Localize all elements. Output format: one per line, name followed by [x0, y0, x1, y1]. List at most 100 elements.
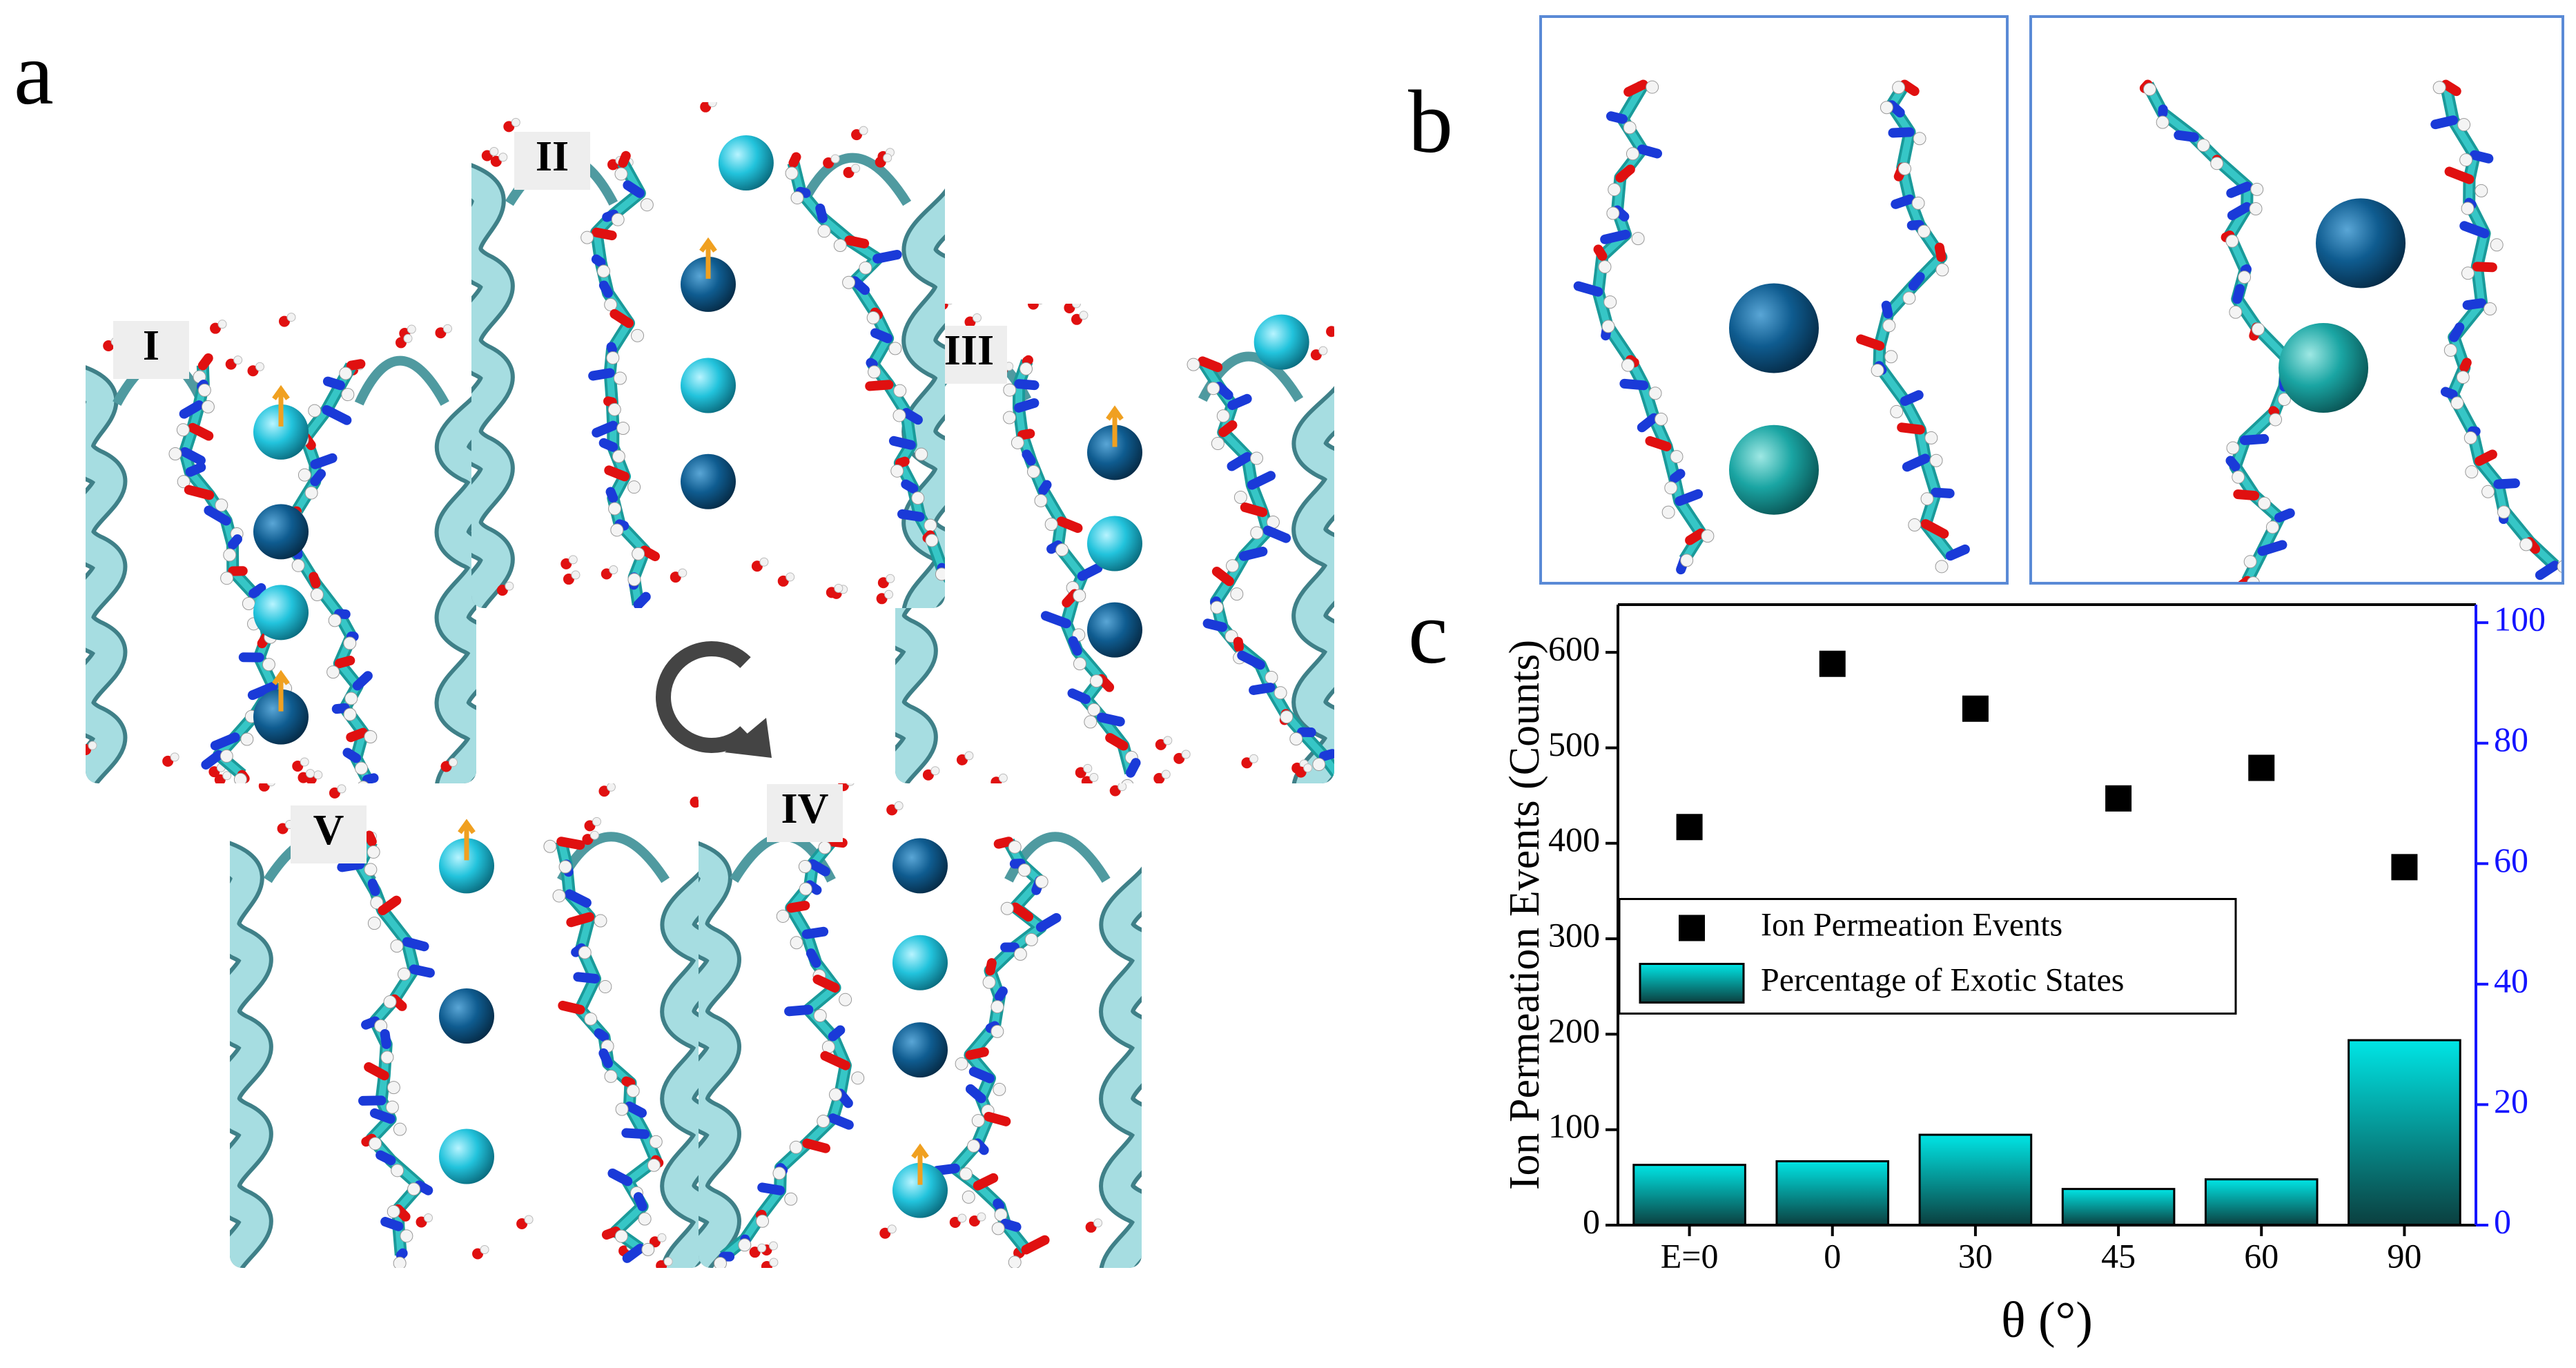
side-bond — [2464, 362, 2466, 367]
hydrogen — [327, 666, 340, 678]
hydrogen — [628, 574, 641, 586]
hydrogen — [2252, 323, 2265, 335]
side-bond — [1675, 473, 1681, 478]
hydrogen — [2143, 83, 2156, 95]
side-bond — [875, 333, 888, 339]
hydrogen — [1290, 733, 1302, 745]
hydrogen — [220, 750, 233, 762]
side-bond — [855, 281, 865, 290]
ion — [1729, 284, 1819, 373]
hydrogen — [1670, 451, 1683, 463]
water-h — [852, 164, 860, 173]
hydrogen — [608, 403, 621, 416]
hydrogen — [1027, 465, 1040, 478]
side-bond — [1341, 779, 1346, 789]
side-bond — [351, 732, 363, 737]
water-h — [593, 817, 601, 825]
hydrogen — [607, 351, 619, 364]
side-bond — [638, 597, 646, 605]
hydrogen — [599, 981, 612, 993]
hydrogen — [1073, 589, 1086, 602]
side-bond — [608, 401, 612, 402]
water-h — [609, 565, 618, 574]
hydrogen — [1701, 530, 1714, 543]
side-bond — [2475, 155, 2488, 159]
side-bond — [2237, 289, 2240, 299]
water-h — [946, 296, 954, 304]
hydrogen — [364, 863, 377, 876]
water-h — [769, 1242, 777, 1250]
hydrogen — [972, 1115, 984, 1127]
water-h — [1249, 754, 1258, 763]
side-bond — [833, 1030, 841, 1037]
hydrogen — [2156, 116, 2169, 128]
water-h — [170, 753, 179, 761]
side-bond — [1223, 425, 1232, 432]
hydrogen — [2451, 397, 2463, 409]
hydrogen — [2464, 431, 2477, 444]
hydrogen — [773, 1167, 786, 1180]
side-bond — [894, 441, 911, 445]
side-bond — [385, 1222, 398, 1227]
water-h — [306, 770, 314, 778]
side-bond — [1913, 277, 1920, 286]
hydrogen — [329, 614, 341, 627]
x-tick-label: 30 — [1958, 1236, 1993, 1275]
hydrogen — [544, 840, 556, 852]
side-bond — [375, 1113, 391, 1119]
side-bond — [203, 358, 208, 366]
hydrogen — [1925, 431, 1938, 444]
hydrogen — [830, 1088, 842, 1101]
side-bond — [1043, 485, 1046, 490]
side-bond — [366, 1021, 375, 1024]
hydrogen — [585, 1013, 597, 1025]
water-h — [1090, 773, 1098, 781]
side-bond — [1062, 521, 1078, 528]
x-tick-label: 45 — [2101, 1236, 2136, 1275]
water-h — [404, 334, 412, 342]
side-bond — [1073, 641, 1077, 651]
hydrogen — [2457, 371, 2469, 384]
water-h — [958, 1214, 966, 1222]
side-bond — [1202, 361, 1218, 367]
state-label: IV — [781, 785, 829, 832]
ion — [681, 358, 736, 413]
water-h — [658, 1233, 666, 1242]
water-h — [88, 741, 97, 750]
side-bond — [1022, 433, 1030, 435]
side-bond — [811, 953, 817, 963]
side-bond — [1015, 863, 1021, 864]
side-bond — [1599, 249, 1603, 256]
hydrogen — [889, 342, 901, 355]
side-bond — [1935, 493, 1949, 494]
hydrogen — [384, 996, 396, 1008]
hydrogen — [611, 524, 623, 536]
hydrogen — [1187, 358, 1200, 371]
side-bond — [2479, 454, 2492, 461]
hydrogen — [2227, 442, 2239, 454]
side-bond — [414, 969, 430, 973]
hydrogen — [364, 730, 377, 743]
hydrogen — [818, 225, 830, 237]
hydrogen — [391, 1164, 404, 1177]
side-bond — [1895, 199, 1910, 204]
water-h — [590, 831, 598, 839]
side-bond — [1690, 534, 1701, 540]
hydrogen — [1918, 225, 1930, 237]
hydrogen — [262, 658, 275, 671]
side-bond — [1131, 763, 1136, 773]
hydrogen — [2482, 485, 2495, 498]
x-tick-label: E=0 — [1661, 1236, 1719, 1275]
side-bond — [1904, 85, 1914, 92]
hydrogen — [1649, 387, 1661, 400]
water-h — [1072, 300, 1080, 308]
scatter-point — [2391, 854, 2417, 880]
hydrogen — [598, 265, 610, 277]
snapshot — [72, 309, 496, 807]
hydrogen — [292, 559, 304, 571]
side-bond — [599, 1033, 605, 1037]
water-h — [480, 1245, 489, 1253]
scatter-point — [2248, 755, 2274, 781]
side-bond — [315, 458, 332, 465]
